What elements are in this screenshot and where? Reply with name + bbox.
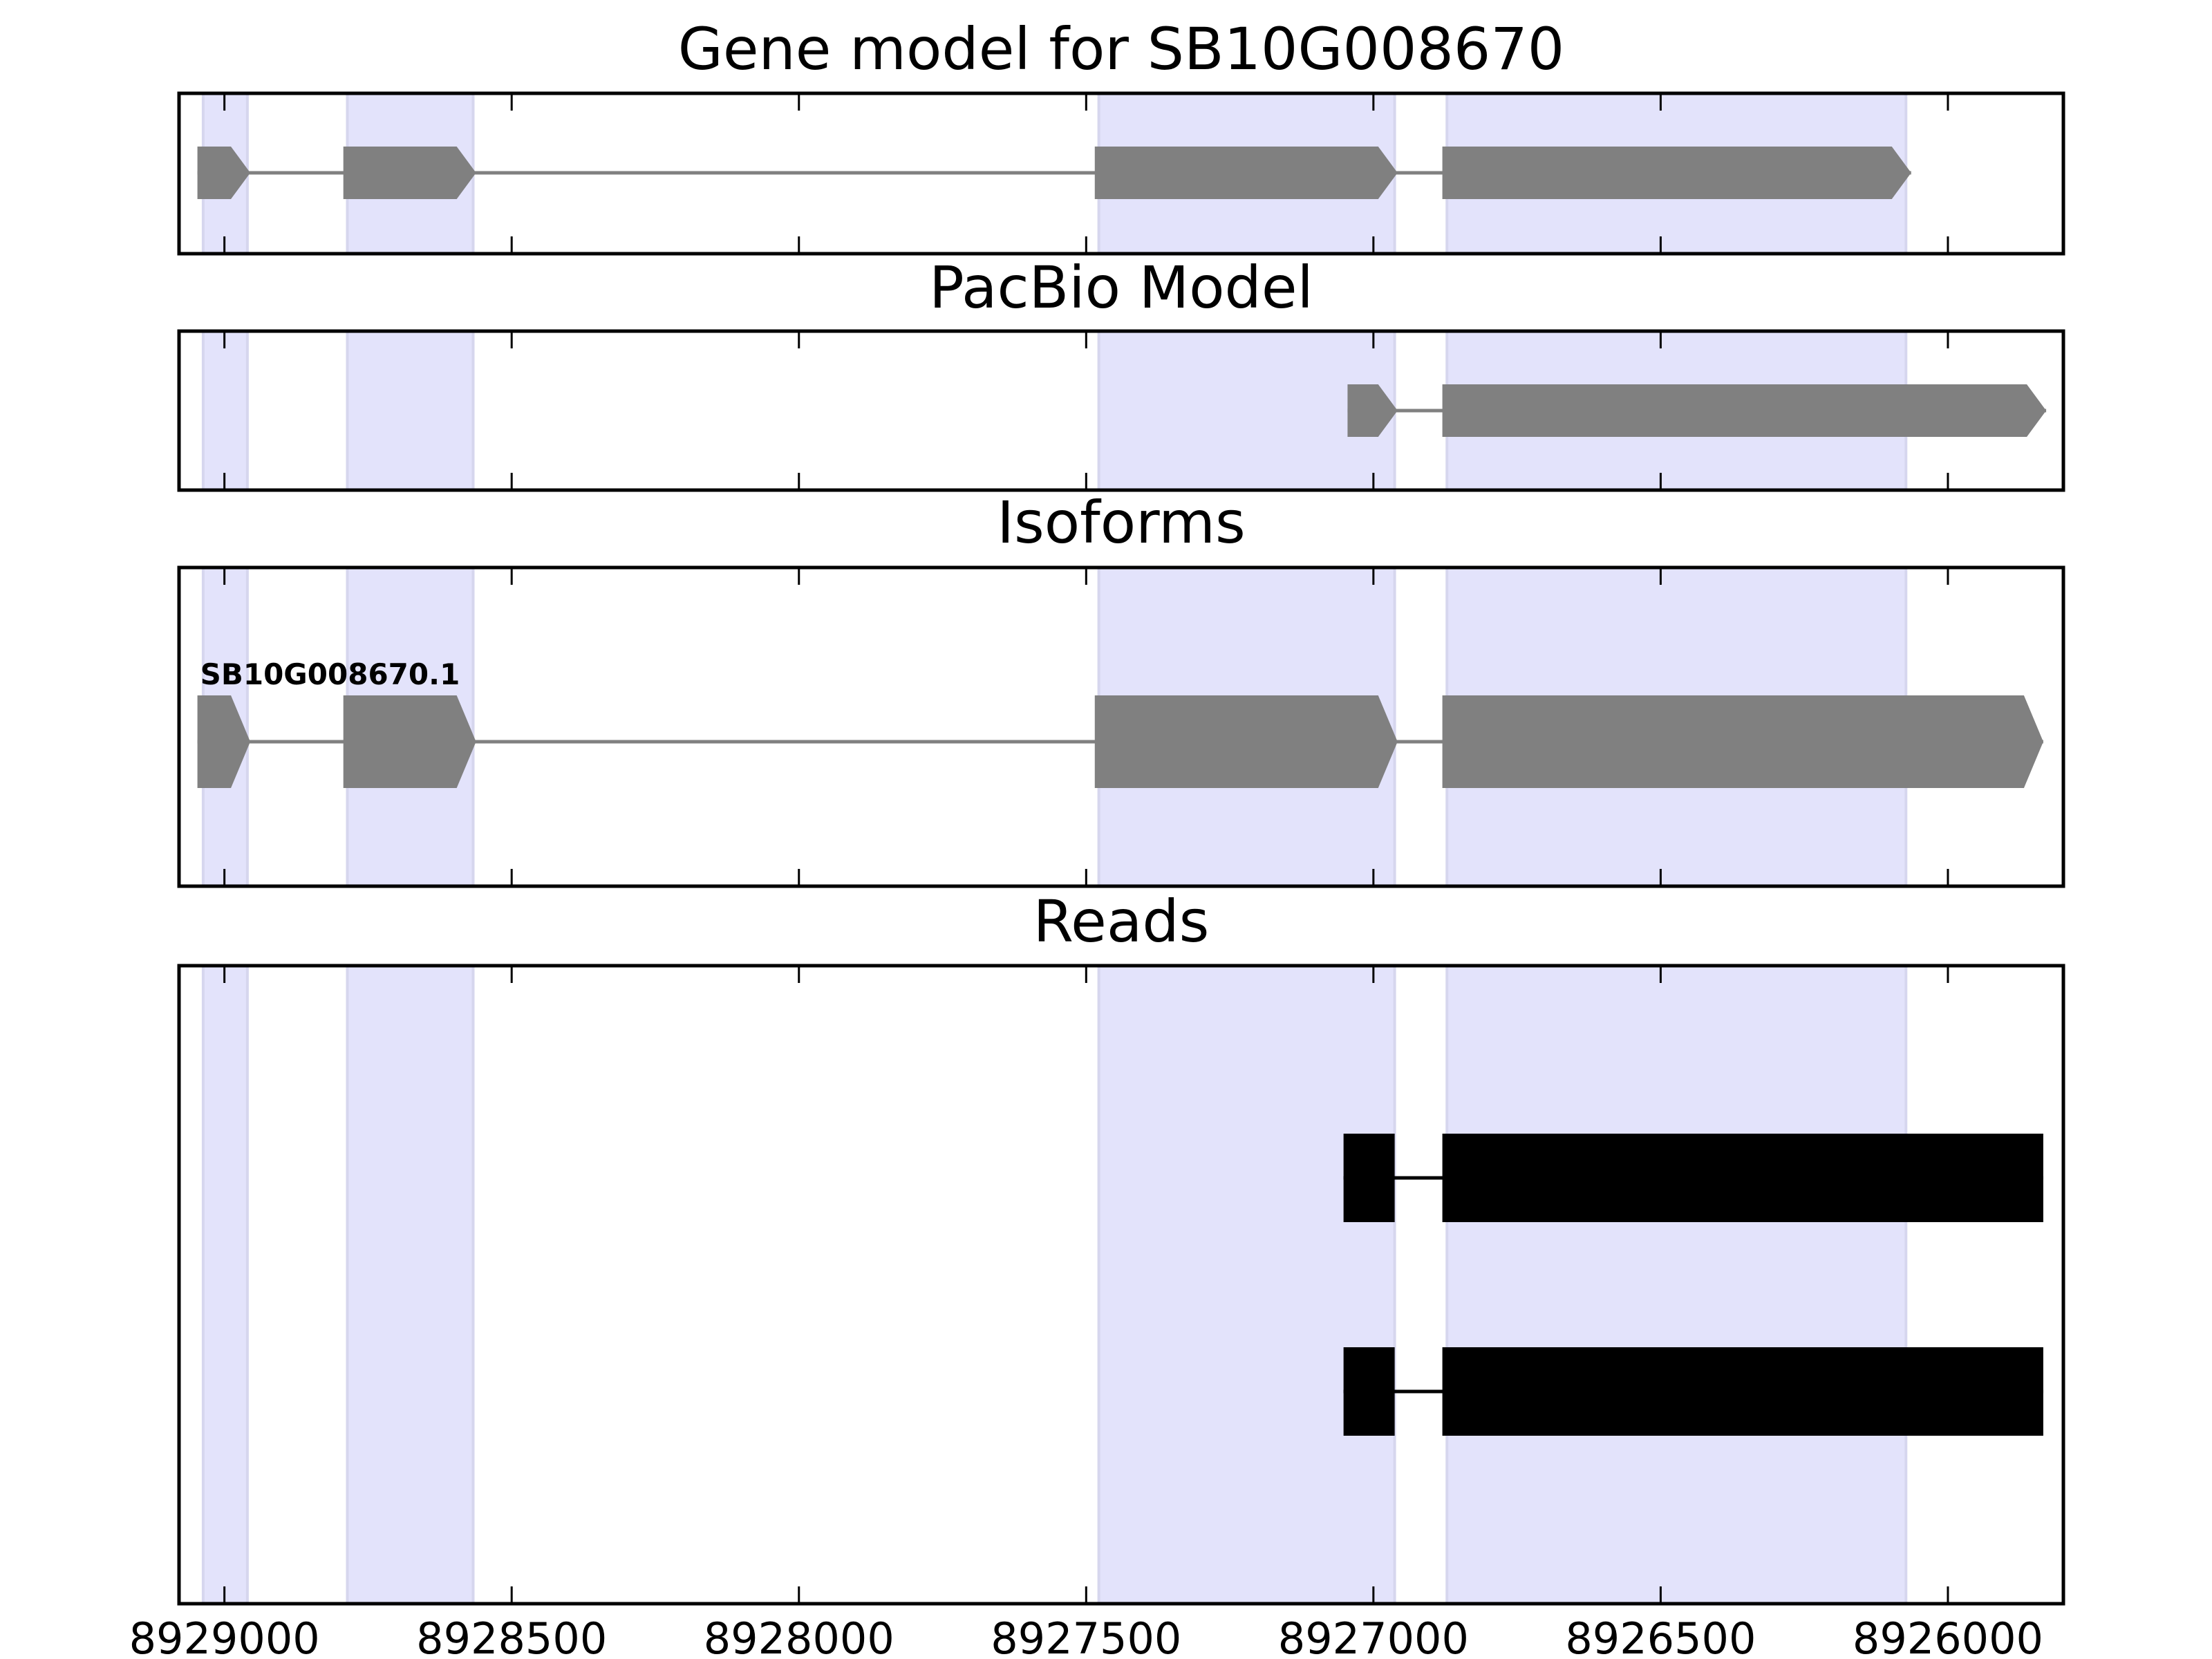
read-block — [1343, 1347, 1395, 1436]
exon — [343, 695, 476, 788]
highlight-region — [1097, 964, 1396, 1605]
panel-title: PacBio Model — [929, 254, 1313, 321]
x-tick-label: 8927500 — [991, 1613, 1181, 1659]
exon — [1347, 384, 1398, 437]
panel-frame — [177, 329, 2065, 492]
panel-title: Isoforms — [997, 489, 1246, 556]
read-track — [1343, 1347, 2043, 1436]
read-block — [1442, 1134, 2043, 1222]
highlight-region — [346, 330, 475, 491]
isoform-label: SB10G008670.1 — [200, 657, 460, 691]
highlight-region — [346, 964, 475, 1605]
exon — [1442, 384, 2047, 437]
x-tick-label: 8929000 — [129, 1613, 320, 1659]
read-block — [1442, 1347, 2043, 1436]
exon — [343, 147, 476, 199]
panel-gene-model-for-sb10g008670: Gene model for SB10G008670 — [177, 15, 2065, 256]
panel-title: Gene model for SB10G008670 — [678, 15, 1564, 83]
panel-frame — [177, 91, 2065, 256]
panel-title: Reads — [1033, 888, 1210, 955]
panel-frame — [177, 964, 2065, 1606]
panel-isoforms: Isoforms SB10G008670.1 — [177, 489, 2065, 888]
exon — [1442, 695, 2043, 788]
exon — [1442, 147, 1911, 199]
x-tick-label: 8926000 — [1853, 1613, 2043, 1659]
exon — [197, 147, 251, 199]
panel-frame — [177, 565, 2065, 888]
transcript-track — [1347, 384, 2047, 437]
highlight-region — [201, 330, 249, 491]
exon — [1094, 695, 1398, 788]
read-block — [1343, 1134, 1395, 1222]
transcript-track — [197, 147, 1911, 199]
x-tick-label: 8928500 — [416, 1613, 607, 1659]
transcript-track: SB10G008670.1 — [197, 657, 2043, 788]
x-tick-label: 8927000 — [1278, 1613, 1469, 1659]
highlight-region — [201, 964, 249, 1605]
exon — [1094, 147, 1398, 199]
x-tick-label: 8926500 — [1565, 1613, 1756, 1659]
panel-reads: Reads — [177, 888, 2065, 1606]
panel-pacbio-model: PacBio Model — [177, 254, 2065, 492]
x-tick-label: 8928000 — [704, 1613, 894, 1659]
exon — [197, 695, 251, 788]
read-track — [1343, 1134, 2043, 1222]
highlight-region — [1445, 964, 1908, 1605]
